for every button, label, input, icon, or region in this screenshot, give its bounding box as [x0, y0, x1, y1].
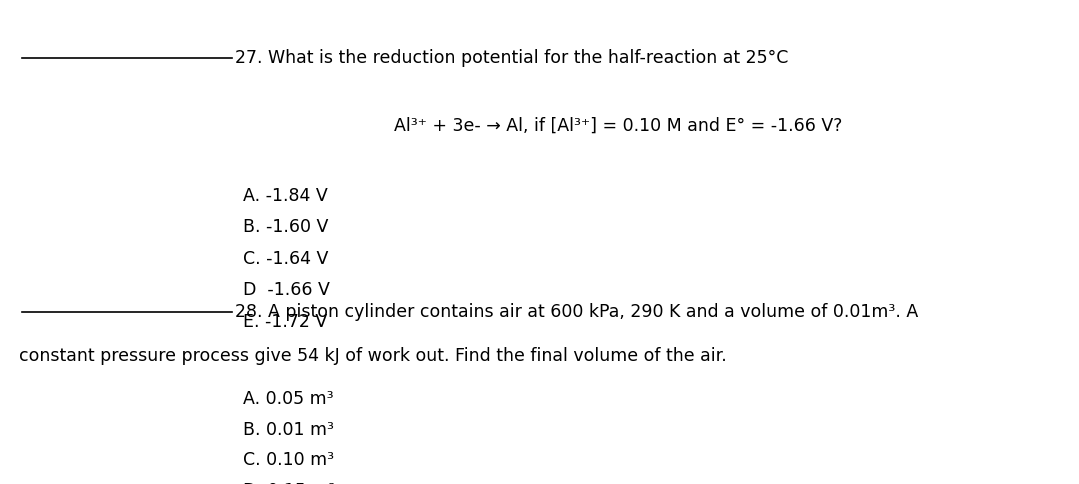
Text: 28. A piston cylinder contains air at 600 kPa, 290 K and a volume of 0.01m³. A: 28. A piston cylinder contains air at 60…	[235, 303, 918, 321]
Text: B. 0.01 m³: B. 0.01 m³	[243, 421, 333, 439]
Text: D  -1.66 V: D -1.66 V	[243, 281, 330, 300]
Text: 27. What is the reduction potential for the half-reaction at 25°C: 27. What is the reduction potential for …	[235, 49, 789, 67]
Text: Al³⁺ + 3e- → Al, if [Al³⁺] = 0.10 M and E° = -1.66 V?: Al³⁺ + 3e- → Al, if [Al³⁺] = 0.10 M and …	[394, 117, 843, 135]
Text: B. -1.60 V: B. -1.60 V	[243, 218, 328, 237]
Text: C. 0.10 m³: C. 0.10 m³	[243, 451, 333, 469]
Text: E. -1.72 V: E. -1.72 V	[243, 313, 327, 331]
Text: A. 0.05 m³: A. 0.05 m³	[243, 390, 333, 408]
Text: constant pressure process give 54 kJ of work out. Find the final volume of the a: constant pressure process give 54 kJ of …	[19, 347, 727, 365]
Text: C. -1.64 V: C. -1.64 V	[243, 250, 328, 268]
Text: D. 0.15 m³: D. 0.15 m³	[243, 482, 336, 484]
Text: A. -1.84 V: A. -1.84 V	[243, 187, 328, 205]
